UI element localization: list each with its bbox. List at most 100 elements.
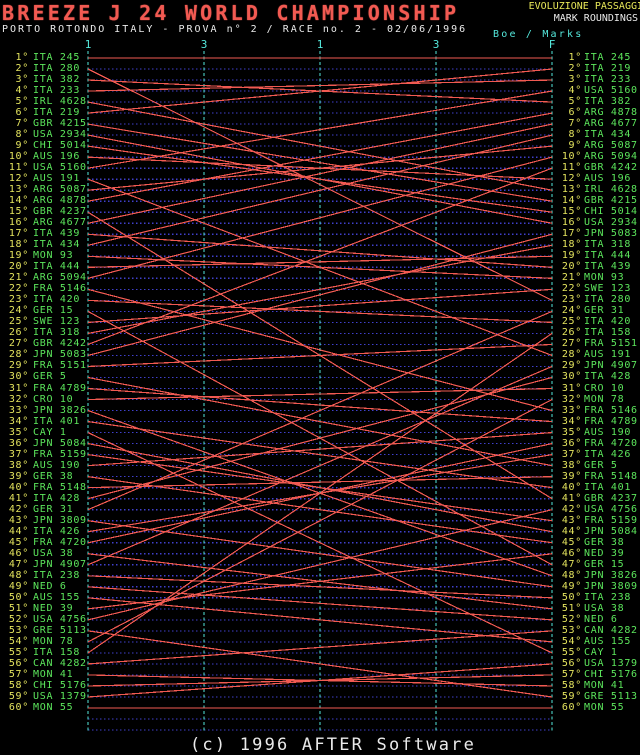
sail-number: ITA 238: [584, 591, 632, 603]
left-rank-row: 37° FRA 5159: [4, 449, 87, 460]
boat-position-line: [87, 123, 553, 202]
sail-number: MON 78: [584, 393, 625, 405]
boat-position-line: [87, 244, 553, 335]
header-english-label: MARK ROUNDINGS: [553, 13, 638, 24]
sail-number: ITA 233: [584, 74, 632, 86]
left-rank-row: 26° ITA 318: [4, 327, 80, 338]
left-rank-row: 36° JPN 5084: [4, 438, 87, 449]
boat-position-line: [87, 343, 553, 368]
boat-position-line: [87, 420, 553, 489]
rank-number: 36°: [561, 437, 582, 449]
left-rank-row: 7° GBR 4215: [4, 118, 87, 129]
rank-number: 52°: [8, 613, 29, 625]
left-rank-row: 14° ARG 4878: [4, 195, 87, 206]
rank-number: 40°: [8, 481, 29, 493]
rank-number: 36°: [8, 437, 29, 449]
sail-number: IRL 4628: [33, 96, 87, 108]
left-rank-row: 55° ITA 158: [4, 647, 80, 658]
sail-number: NED 39: [33, 602, 74, 614]
boat-position-line: [87, 90, 553, 169]
left-rank-row: 40° FRA 5148: [4, 482, 87, 493]
rank-number: 6°: [15, 107, 29, 119]
rank-number: 57°: [8, 668, 29, 680]
right-rank-row: 35° AUS 190: [558, 427, 631, 438]
rank-number: 12°: [8, 173, 29, 185]
mark-label: 3: [200, 38, 208, 51]
right-rank-row: 55° CAY 1: [558, 647, 618, 658]
rank-number: 38°: [8, 459, 29, 471]
sail-number: ITA 158: [33, 646, 81, 658]
rank-number: 5°: [15, 96, 29, 108]
rank-number: 3°: [568, 74, 582, 86]
left-rank-row: 27° GBR 4242: [4, 338, 87, 349]
boat-position-line: [87, 79, 553, 92]
sail-number: ITA 439: [33, 228, 81, 240]
left-rank-row: 59° USA 1379: [4, 691, 87, 702]
sail-number: ARG 4677: [33, 217, 87, 229]
rank-number: 26°: [8, 327, 29, 339]
left-rank-row: 38° AUS 190: [4, 460, 80, 471]
rank-number: 15°: [561, 206, 582, 218]
sail-number: FRA 4720: [33, 536, 87, 548]
left-rank-row: 57° MON 41: [4, 669, 73, 680]
boat-position-line: [87, 630, 553, 698]
sail-number: GER 5: [33, 371, 67, 383]
left-rank-row: 48° ITA 238: [4, 570, 80, 581]
rank-number: 4°: [568, 85, 582, 97]
rank-number: 41°: [8, 492, 29, 504]
left-rank-row: 1° ITA 245: [4, 52, 80, 63]
rank-number: 58°: [561, 679, 582, 691]
boat-position-line: [87, 332, 553, 654]
rank-number: 1°: [568, 52, 582, 63]
sail-number: USA 4756: [33, 613, 87, 625]
rank-number: 34°: [8, 415, 29, 427]
rank-number: 30°: [561, 371, 582, 383]
sail-number: AUS 191: [33, 173, 81, 185]
sail-number: JPN 3809: [33, 514, 87, 526]
rank-number: 43°: [8, 514, 29, 526]
rank-number: 21°: [561, 272, 582, 284]
sail-number: ITA 426: [584, 448, 632, 460]
right-rank-row: 24° GER 31: [558, 305, 624, 316]
right-rank-row: 46° NED 39: [558, 548, 624, 559]
rank-number: 3°: [15, 74, 29, 86]
rank-number: 9°: [568, 140, 582, 152]
left-rank-row: 45° FRA 4720: [4, 537, 87, 548]
sail-number: ITA 434: [584, 129, 632, 141]
sail-number: ITA 401: [584, 481, 632, 493]
rank-number: 9°: [15, 140, 29, 152]
right-rank-row: 31° CRO 10: [558, 383, 624, 394]
sail-number: GBR 4242: [33, 338, 87, 350]
left-rank-row: 44° ITA 426: [4, 526, 80, 537]
boat-position-line: [87, 112, 553, 202]
right-rank-row: 2° ITA 219: [558, 63, 631, 74]
right-rank-row: 57° CHI 5176: [558, 669, 638, 680]
sail-number: JPN 5084: [33, 437, 87, 449]
sail-number: GER 15: [33, 305, 74, 317]
rank-number: 40°: [561, 481, 582, 493]
rank-number: 39°: [8, 470, 29, 482]
rank-number: 17°: [8, 228, 29, 240]
boat-position-line: [87, 167, 553, 346]
sail-number: ITA 318: [584, 239, 632, 251]
left-rank-row: 53° GRE 5113: [4, 625, 87, 636]
rank-number: 12°: [561, 173, 582, 185]
rank-number: 53°: [561, 624, 582, 636]
sail-number: MON 93: [584, 272, 625, 284]
left-rank-row: 8° USA 2934: [4, 129, 87, 140]
right-rank-row: 25° ITA 420: [558, 316, 631, 327]
right-rank-row: 22° SWE 123: [558, 283, 631, 294]
sail-number: USA 1379: [584, 657, 638, 669]
left-rank-row: 4° ITA 233: [4, 85, 80, 96]
left-rank-row: 6° ITA 219: [4, 107, 80, 118]
sail-number: GER 5: [584, 459, 618, 471]
rank-number: 1°: [15, 52, 29, 63]
left-rank-row: 21° ARG 5094: [4, 272, 87, 283]
left-rank-row: 3° ITA 382: [4, 74, 80, 85]
boat-position-line: [87, 365, 553, 566]
sail-number: USA 2934: [33, 129, 87, 141]
sail-number: MON 41: [33, 668, 74, 680]
boat-position-line: [87, 134, 553, 246]
